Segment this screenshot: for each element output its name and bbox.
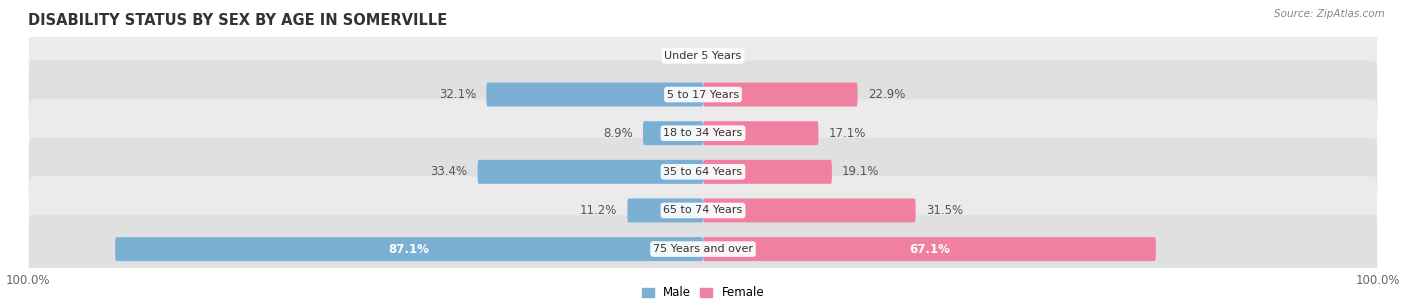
FancyBboxPatch shape xyxy=(703,237,1156,261)
FancyBboxPatch shape xyxy=(486,83,703,106)
Text: 32.1%: 32.1% xyxy=(439,88,477,101)
FancyBboxPatch shape xyxy=(115,237,703,261)
FancyBboxPatch shape xyxy=(478,160,703,184)
Text: 65 to 74 Years: 65 to 74 Years xyxy=(664,206,742,215)
Text: Source: ZipAtlas.com: Source: ZipAtlas.com xyxy=(1274,9,1385,19)
Text: 31.5%: 31.5% xyxy=(925,204,963,217)
Text: Under 5 Years: Under 5 Years xyxy=(665,51,741,61)
Text: 5 to 17 Years: 5 to 17 Years xyxy=(666,90,740,99)
Text: 18 to 34 Years: 18 to 34 Years xyxy=(664,128,742,138)
FancyBboxPatch shape xyxy=(28,61,1378,128)
Text: 0.0%: 0.0% xyxy=(713,49,742,63)
Text: 67.1%: 67.1% xyxy=(910,242,950,256)
Text: 17.1%: 17.1% xyxy=(828,127,866,140)
Text: 8.9%: 8.9% xyxy=(603,127,633,140)
Text: 22.9%: 22.9% xyxy=(868,88,905,101)
FancyBboxPatch shape xyxy=(28,215,1378,283)
FancyBboxPatch shape xyxy=(643,121,703,145)
FancyBboxPatch shape xyxy=(703,160,832,184)
Text: 0.0%: 0.0% xyxy=(664,49,693,63)
FancyBboxPatch shape xyxy=(703,121,818,145)
Text: 75 Years and over: 75 Years and over xyxy=(652,244,754,254)
FancyBboxPatch shape xyxy=(703,83,858,106)
Text: 33.4%: 33.4% xyxy=(430,165,467,178)
Text: 87.1%: 87.1% xyxy=(388,242,429,256)
FancyBboxPatch shape xyxy=(28,177,1378,244)
Legend: Male, Female: Male, Female xyxy=(637,282,769,304)
Text: 35 to 64 Years: 35 to 64 Years xyxy=(664,167,742,177)
Text: DISABILITY STATUS BY SEX BY AGE IN SOMERVILLE: DISABILITY STATUS BY SEX BY AGE IN SOMER… xyxy=(28,13,447,28)
FancyBboxPatch shape xyxy=(28,99,1378,167)
FancyBboxPatch shape xyxy=(703,199,915,222)
Text: 11.2%: 11.2% xyxy=(579,204,617,217)
FancyBboxPatch shape xyxy=(28,138,1378,206)
FancyBboxPatch shape xyxy=(627,199,703,222)
FancyBboxPatch shape xyxy=(28,22,1378,90)
Text: 19.1%: 19.1% xyxy=(842,165,879,178)
